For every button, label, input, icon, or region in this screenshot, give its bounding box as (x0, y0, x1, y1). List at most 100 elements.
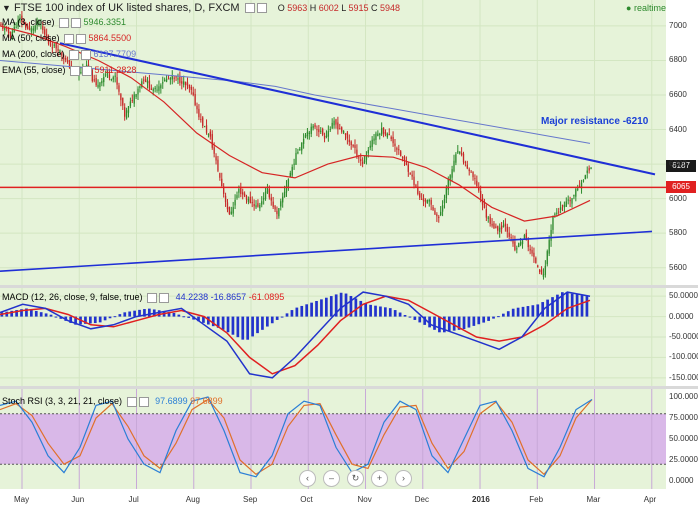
candle-body (464, 162, 467, 164)
candle-body (125, 110, 128, 119)
macd-histogram-bar (138, 309, 141, 317)
price-chart[interactable] (0, 0, 666, 285)
candle-body (575, 189, 577, 197)
candle-body (112, 77, 114, 80)
candle-body (344, 133, 347, 135)
candle-body (127, 106, 130, 113)
macd-tick-label: -50.0000 (669, 332, 698, 341)
nav-button[interactable]: › (395, 470, 412, 487)
indicator-name: MA (50, close) (2, 33, 63, 43)
macd-histogram-bar (364, 303, 368, 317)
macd-histogram-bar (526, 306, 530, 317)
macd-histogram-bar (93, 316, 97, 324)
candle-body (339, 128, 341, 130)
rsi-axis[interactable] (666, 389, 698, 489)
candle-body (384, 132, 387, 135)
indicator-settings-icon[interactable] (69, 49, 80, 60)
pane-divider[interactable] (0, 285, 698, 288)
macd-histogram-bar (270, 316, 274, 324)
macd-close-icon[interactable] (159, 292, 170, 303)
collapse-icon[interactable]: ▼ (2, 3, 11, 13)
candle-body (211, 134, 213, 148)
x-tick-label: Nov (357, 495, 372, 504)
rsi-close-icon[interactable] (138, 396, 149, 407)
macd-histogram-bar (275, 316, 279, 320)
realtime-dot-icon: ● (626, 3, 632, 13)
rsi-pane[interactable] (0, 389, 666, 489)
candle-body (434, 210, 436, 215)
nav-button[interactable]: ↻ (347, 470, 364, 487)
indicator-settings-icon[interactable] (64, 33, 75, 44)
macd-settings-icon[interactable] (147, 292, 158, 303)
candle-body (15, 27, 17, 29)
candle-body (512, 239, 514, 244)
candle-body (219, 173, 221, 178)
candle-body (495, 226, 497, 228)
macd-chart[interactable] (0, 288, 666, 386)
candle-body (546, 251, 548, 265)
nav-button[interactable]: ‹ (299, 470, 316, 487)
ohlc-value: 5948 (379, 3, 401, 13)
settings-box-icon[interactable] (244, 3, 255, 14)
indicator-settings-icon[interactable] (70, 65, 81, 76)
candle-body (226, 202, 229, 210)
candle-body (523, 234, 526, 239)
indicator-close-icon[interactable] (81, 49, 92, 60)
candle-body (150, 88, 152, 91)
macd-histogram-bar (226, 316, 230, 333)
candle-body (561, 205, 564, 207)
candle-body (268, 189, 271, 198)
candle-body (122, 97, 124, 106)
rsi-label: Stoch RSI (3, 3, 21, 21, close) (2, 396, 123, 406)
chart-header: ▼ FTSE 100 index of UK listed shares, D,… (2, 2, 400, 14)
rsi-settings-icon[interactable] (126, 396, 137, 407)
candle-body (200, 119, 202, 121)
candle-body (335, 119, 337, 125)
indicator-close-icon[interactable] (76, 33, 87, 44)
pane-divider[interactable] (0, 386, 698, 389)
indicator-close-icon[interactable] (71, 17, 82, 28)
macd-pane[interactable] (0, 288, 666, 386)
macd-histogram-bar (69, 316, 73, 323)
candle-body (544, 265, 547, 275)
indicator-name: MA (200, close) (2, 49, 68, 59)
candle-body (262, 198, 265, 200)
price-pane[interactable] (0, 0, 666, 285)
macd-histogram-bar (492, 316, 495, 319)
candle-body (470, 171, 472, 173)
candle-body (556, 212, 558, 214)
macd-axis[interactable] (666, 288, 698, 386)
candle-body (207, 133, 210, 135)
rsi-chart[interactable] (0, 389, 666, 489)
nav-button[interactable]: – (323, 470, 340, 487)
macd-histogram-bar (329, 296, 333, 317)
candle-body (51, 47, 54, 49)
candle-body (255, 205, 257, 208)
candle-body (101, 81, 103, 84)
candle-body (169, 78, 172, 80)
macd-histogram-bar (467, 316, 471, 328)
candle-body (379, 133, 381, 135)
indicator-close-icon[interactable] (82, 65, 93, 76)
indicator-settings-icon[interactable] (59, 17, 70, 28)
nav-button[interactable]: + (371, 470, 388, 487)
macd-histogram-bar (300, 305, 304, 317)
candle-body (49, 44, 52, 46)
candle-body (230, 211, 232, 214)
price-axis[interactable] (666, 0, 698, 285)
close-box-icon[interactable] (256, 3, 267, 14)
candle-body (139, 86, 141, 88)
candle-body (65, 57, 67, 60)
candle-body (537, 265, 539, 268)
macd-histogram-bar (349, 295, 353, 317)
candle-body (432, 207, 434, 210)
candle-body (502, 225, 505, 228)
macd-value-1: 44.2238 (175, 292, 209, 302)
rsi-legend: Stoch RSI (3, 3, 21, 21, close) 97.6899 … (2, 396, 223, 407)
price-tick-label: 6200 (669, 159, 687, 169)
candle-body (104, 74, 107, 76)
candle-body (346, 132, 349, 139)
candle-body (440, 211, 442, 216)
macd-value-2: -16.8657 (210, 292, 247, 302)
candle-body (516, 248, 518, 250)
